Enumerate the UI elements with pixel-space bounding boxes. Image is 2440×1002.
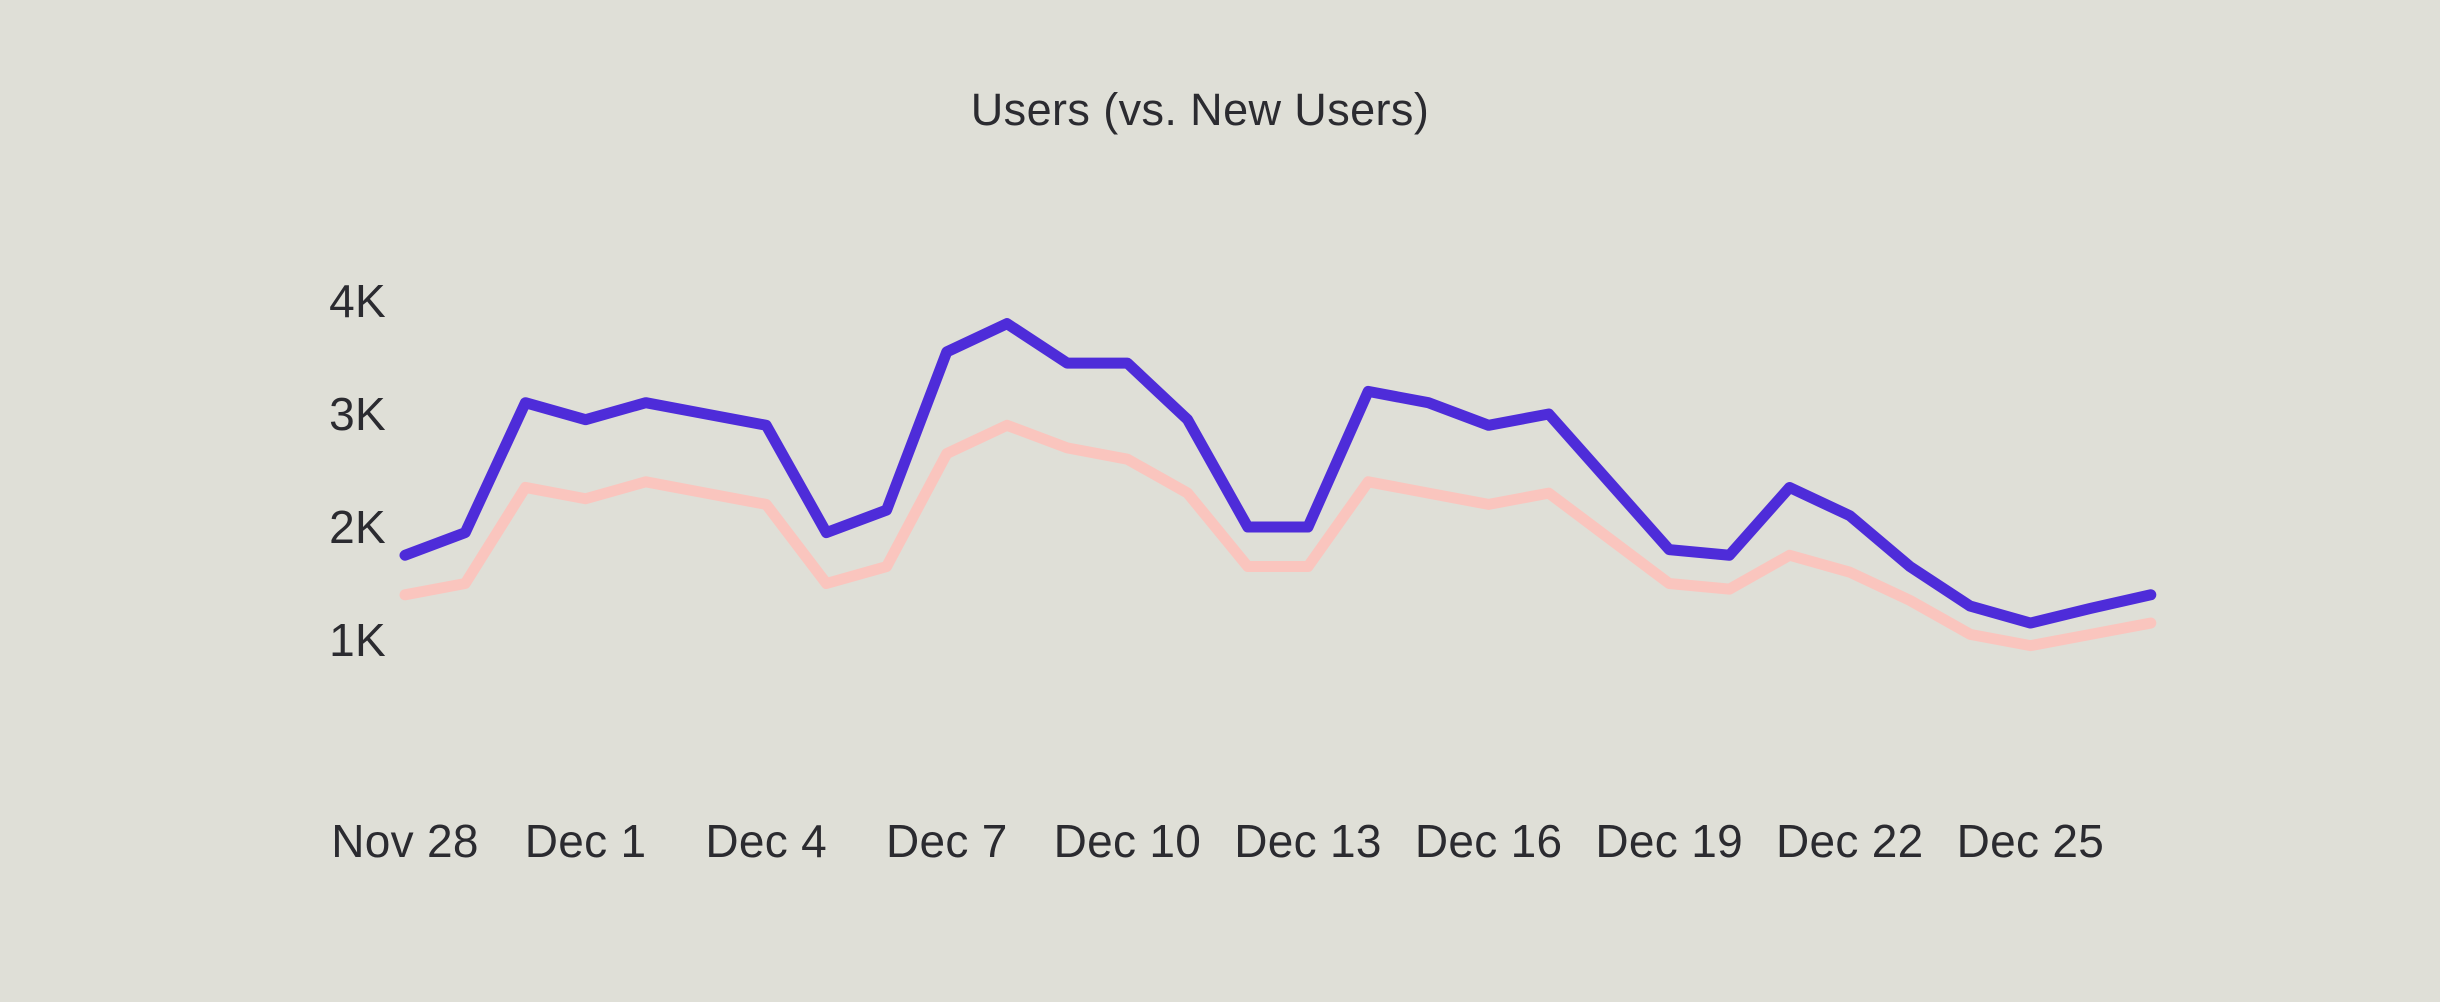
x-tick-label: Dec 13: [1234, 815, 1382, 867]
x-tick-label: Dec 16: [1415, 815, 1563, 867]
y-tick-label: 2K: [329, 501, 386, 553]
new-users-line: [399, 419, 2157, 652]
y-tick-label: 1K: [329, 614, 386, 666]
x-tick-label: Dec 25: [1957, 815, 2105, 867]
x-tick-label: Dec 10: [1054, 815, 1202, 867]
users-line: [399, 318, 2157, 629]
x-tick-label: Nov 28: [331, 815, 479, 867]
x-tick-label: Dec 1: [525, 815, 647, 867]
y-tick-label: 4K: [329, 275, 386, 327]
x-tick-label: Dec 22: [1776, 815, 1924, 867]
x-tick-label: Dec 4: [705, 815, 827, 867]
chart-title: Users (vs. New Users): [970, 84, 1430, 135]
x-tick-label: Dec 7: [886, 815, 1008, 867]
x-tick-label: Dec 19: [1595, 815, 1743, 867]
y-tick-label: 3K: [329, 388, 386, 440]
